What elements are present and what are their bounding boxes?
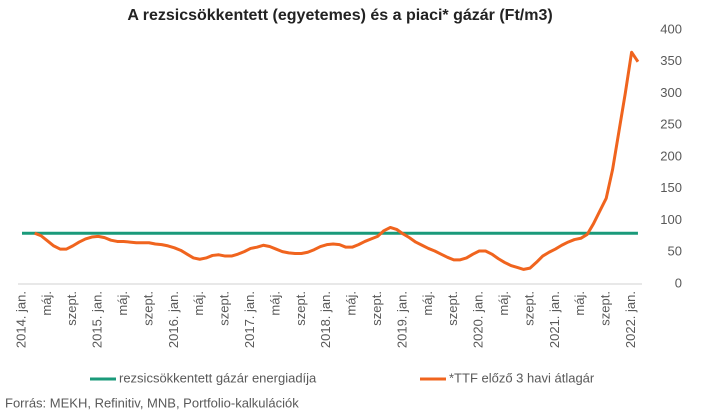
x-tick-label: máj. <box>496 291 511 316</box>
legend-label: rezsicsökkentett gázár energiadíja <box>119 370 317 385</box>
x-tick-label: 2017. jan. <box>242 291 257 348</box>
x-tick-label: 2015. jan. <box>90 291 105 348</box>
x-tick-label: máj. <box>344 291 359 316</box>
legend-label: *TTF előző 3 havi átlagár <box>449 370 595 385</box>
y-tick-label: 100 <box>660 212 682 227</box>
x-tick-label: 2016. jan. <box>166 291 181 348</box>
x-tick-label: szept. <box>140 291 155 326</box>
y-tick-label: 50 <box>668 244 682 259</box>
x-tick-label: 2018. jan. <box>318 291 333 348</box>
x-tick-label: máj. <box>572 291 587 316</box>
x-tick-label: máj. <box>39 291 54 316</box>
y-tick-label: 350 <box>660 53 682 68</box>
x-tick-label: 2021. jan. <box>547 291 562 348</box>
y-tick-label: 150 <box>660 180 682 195</box>
x-tick-label: szept. <box>598 291 613 326</box>
y-tick-label: 0 <box>675 275 682 290</box>
x-tick-label: 2020. jan. <box>471 291 486 348</box>
x-tick-label: szept. <box>217 291 232 326</box>
chart-title: A rezsicsökkentett (egyetemes) és a piac… <box>127 7 552 24</box>
x-tick-label: 2014. jan. <box>13 291 28 348</box>
y-tick-label: 300 <box>660 85 682 100</box>
x-tick-label: máj. <box>420 291 435 316</box>
x-tick-label: szept. <box>521 291 536 326</box>
y-tick-label: 200 <box>660 148 682 163</box>
series-line <box>34 50 640 271</box>
x-tick-label: 2022. jan. <box>623 291 638 348</box>
source: Forrás: MEKH, Refinitiv, MNB, Portfolio-… <box>5 395 299 410</box>
x-tick-label: máj. <box>191 291 206 316</box>
x-tick-label: máj. <box>115 291 130 316</box>
x-tick-label: szept. <box>64 291 79 326</box>
x-tick-label: szept. <box>369 291 384 326</box>
x-tick-label: szept. <box>293 291 308 326</box>
x-tick-label: máj. <box>267 291 282 316</box>
x-tick-label: 2019. jan. <box>394 291 409 348</box>
x-tick-label: szept. <box>445 291 460 326</box>
y-tick-label: 400 <box>660 21 682 36</box>
y-tick-label: 250 <box>660 117 682 132</box>
